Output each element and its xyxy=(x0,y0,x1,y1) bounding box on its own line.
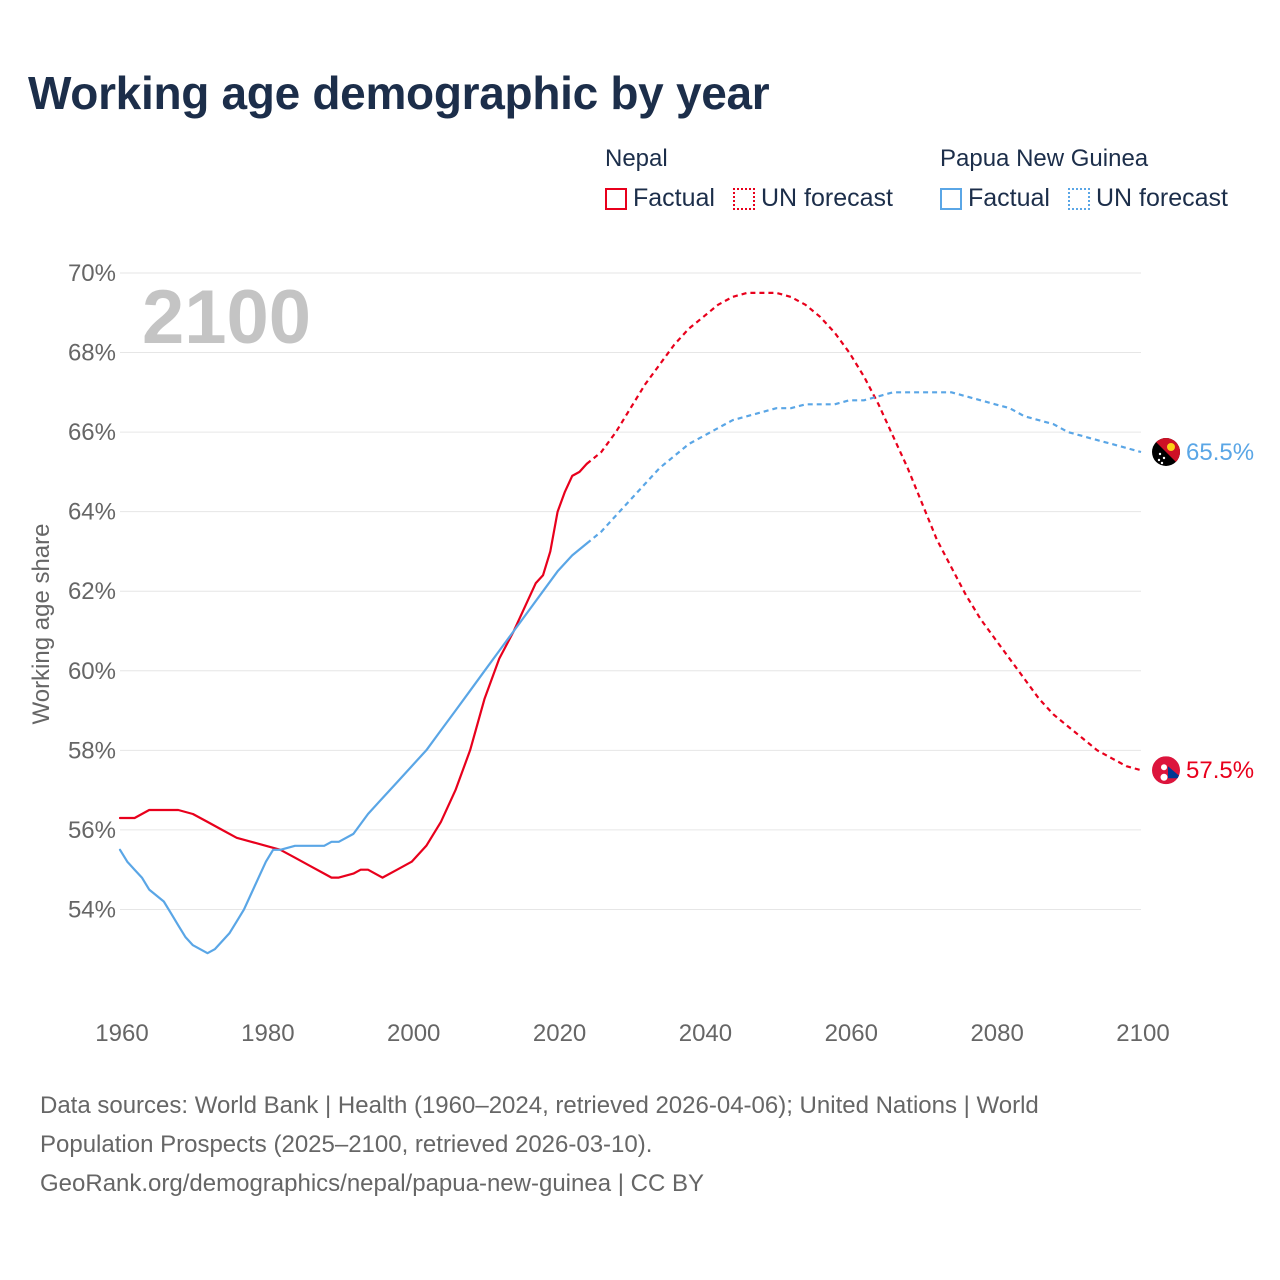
y-tick-label: 62% xyxy=(68,578,116,605)
x-tick-label: 2080 xyxy=(970,1020,1023,1047)
footer-source-line-2: Population Prospects (2025–2100, retriev… xyxy=(40,1131,653,1158)
papua-new-guinea-flag-icon xyxy=(1152,438,1180,466)
legend-swatch xyxy=(940,187,962,210)
legend-group-name: Papua New Guinea xyxy=(940,145,1149,172)
nepal-flag-icon xyxy=(1152,756,1180,785)
y-tick-label: 58% xyxy=(68,737,116,764)
legend-swatch xyxy=(732,187,755,210)
series-line-papua-new-guinea-factual[interactable] xyxy=(118,542,588,955)
legend-item-png-forecast[interactable]: UN forecast xyxy=(1067,184,1228,213)
y-tick-label: 68% xyxy=(68,340,116,367)
footer-credit-link[interactable]: GeoRank.org/demographics/nepal/papua-new… xyxy=(40,1170,704,1197)
series-layer xyxy=(118,291,1142,955)
legend-label: Factual xyxy=(968,184,1050,212)
x-tick-label: 2040 xyxy=(679,1020,732,1047)
legend-item-png-factual[interactable]: Factual xyxy=(940,184,1050,213)
legend-item-nepal-factual[interactable]: Factual xyxy=(605,184,715,213)
x-tick-label: 2100 xyxy=(1116,1020,1169,1047)
y-tick-label: 54% xyxy=(68,896,116,923)
series-line-nepal-un-forecast[interactable] xyxy=(586,291,1142,772)
y-tick-labels: 54% 56% 58% 60% 62% 64% 66% 68% 70% xyxy=(68,260,116,923)
y-tick-label: 56% xyxy=(68,817,116,844)
footer-source-line-1: Data sources: World Bank | Health (1960–… xyxy=(40,1092,1039,1119)
x-tick-label: 1980 xyxy=(241,1020,294,1047)
end-value-label: 65.5% xyxy=(1186,439,1254,466)
y-tick-label: 70% xyxy=(68,260,116,287)
grid-layer xyxy=(120,272,1141,910)
legend-item-nepal-forecast[interactable]: UN forecast xyxy=(732,184,893,213)
x-tick-label: 2020 xyxy=(533,1020,586,1047)
end-labels: 65.5% 57.5% xyxy=(1152,438,1254,785)
x-tick-label: 2060 xyxy=(825,1020,878,1047)
y-tick-label: 64% xyxy=(68,499,116,526)
end-value-label: 57.5% xyxy=(1186,757,1254,784)
legend-group-png: Papua New Guinea Factual UN forecast xyxy=(940,142,1228,213)
x-tick-labels: 1960 1980 2000 2020 2040 2060 2080 2100 xyxy=(95,1020,1169,1047)
x-tick-label: 2000 xyxy=(387,1020,440,1047)
series-line-papua-new-guinea-un-forecast[interactable] xyxy=(586,391,1142,545)
legend-group-name: Nepal xyxy=(605,145,668,172)
series-line-nepal-factual[interactable] xyxy=(118,462,588,879)
legend-swatch xyxy=(1067,187,1090,210)
legend-label: UN forecast xyxy=(1095,184,1228,212)
y-tick-label: 66% xyxy=(68,419,116,446)
footer: Data sources: World Bank | Health (1960–… xyxy=(40,1086,1240,1203)
year-watermark: 2100 xyxy=(142,275,311,360)
legend-label: UN forecast xyxy=(760,184,893,212)
line-chart: 2100 54% 56% 58% 60% 62% 64% 66% 68% 70% 1960 198… xyxy=(68,260,1254,1047)
y-tick-label: 60% xyxy=(68,658,116,685)
legend-label: Factual xyxy=(633,184,715,212)
legend-group-nepal: Nepal Factual UN forecast xyxy=(605,142,893,213)
legend-swatch xyxy=(605,187,627,210)
chart-title: Working age demographic by year xyxy=(28,67,770,119)
x-tick-label: 1960 xyxy=(95,1020,148,1047)
